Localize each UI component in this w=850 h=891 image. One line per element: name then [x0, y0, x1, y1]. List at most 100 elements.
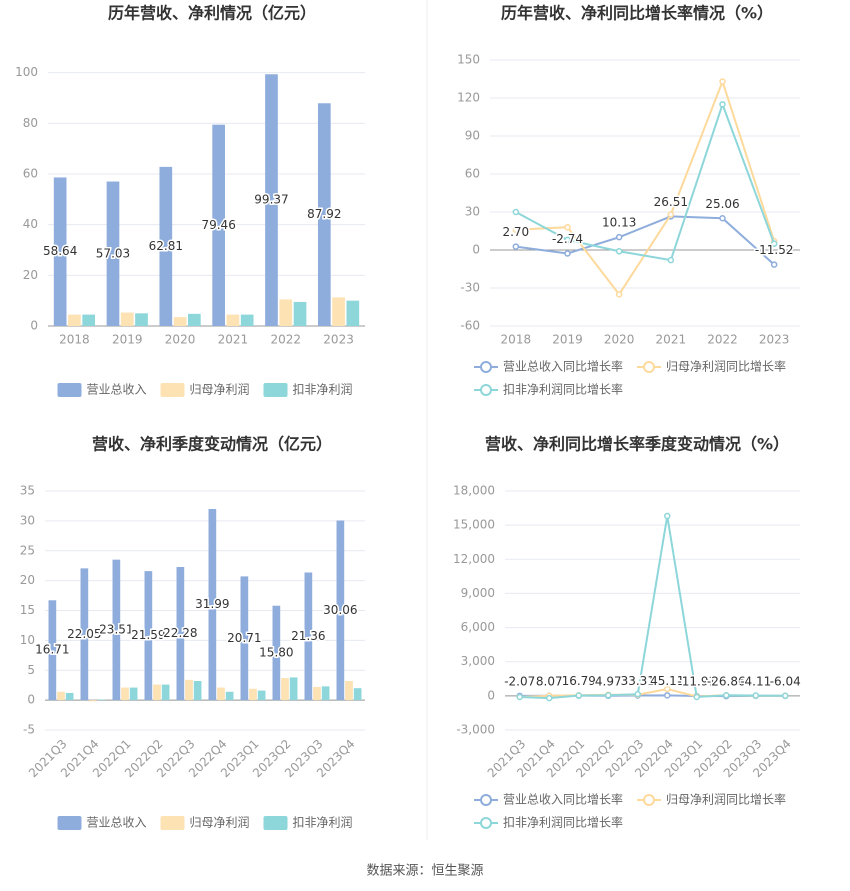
- y-tick-label: -5: [23, 723, 35, 737]
- legend-marker: [480, 817, 492, 829]
- data-label: 57.03: [96, 246, 130, 260]
- line: [519, 515, 786, 700]
- y-tick-label: -30: [460, 281, 480, 295]
- point: [664, 512, 671, 520]
- point: [564, 236, 571, 244]
- point: [512, 208, 520, 216]
- y-tick-label: -60: [460, 319, 480, 333]
- bar: [48, 600, 57, 701]
- bar: [185, 679, 193, 701]
- bar: [65, 692, 74, 701]
- legend-label: 扣非净利润同比增长率: [503, 815, 623, 830]
- y-tick-label: 3,000: [461, 654, 495, 668]
- chart-title: 历年营收、净利情况（亿元）: [108, 4, 316, 23]
- point: [564, 250, 571, 257]
- point: [634, 690, 641, 698]
- legend-marker: [480, 384, 492, 396]
- y-tick-label: 0: [472, 243, 480, 257]
- legend-label: 营业总收入: [87, 383, 147, 397]
- y-tick-label: 20: [23, 268, 38, 282]
- data-label: 10.13: [602, 216, 636, 230]
- point: [664, 685, 671, 693]
- point: [719, 78, 726, 85]
- bar: [321, 686, 330, 701]
- data-label: 25.06: [705, 197, 739, 211]
- point: [782, 692, 789, 699]
- bar: [120, 312, 134, 326]
- bar: [173, 317, 187, 326]
- point: [667, 256, 675, 264]
- line: [515, 101, 776, 262]
- data-label: 16.79: [562, 674, 596, 688]
- legend-label: 扣非净利润: [293, 816, 353, 830]
- legend-label: 归母净利润同比增长率: [666, 359, 786, 374]
- legend-marker: [263, 816, 288, 830]
- data-label: -26.86: [707, 675, 746, 689]
- data-label: 45.11: [650, 674, 684, 688]
- y-tick-label: 60: [465, 167, 480, 181]
- bar: [249, 688, 257, 701]
- point: [719, 101, 726, 108]
- bar: [106, 181, 120, 326]
- y-tick-label: 0: [30, 319, 38, 333]
- bar: [212, 124, 225, 327]
- bar: [153, 684, 161, 701]
- y-tick-label: 12,000: [453, 552, 495, 566]
- data-label: -6.04: [770, 674, 801, 688]
- bar: [332, 297, 345, 326]
- x-tick-label: 2020: [604, 333, 635, 347]
- bar: [188, 313, 201, 326]
- bar: [176, 567, 185, 701]
- point: [770, 240, 778, 247]
- point: [770, 261, 778, 268]
- bar: [112, 559, 121, 701]
- y-tick-label: 60: [23, 167, 38, 181]
- point: [667, 211, 675, 218]
- bar: [82, 314, 96, 326]
- data-label: -11.91: [677, 674, 716, 688]
- point: [615, 291, 623, 298]
- y-tick-label: 0: [27, 693, 35, 707]
- legend-marker: [160, 383, 185, 397]
- bar: [80, 568, 89, 701]
- y-tick-label: 10: [20, 633, 35, 647]
- y-tick-label: 20: [20, 573, 35, 587]
- y-tick-label: 100: [15, 65, 38, 79]
- bar: [159, 166, 173, 326]
- legend-marker: [643, 361, 655, 373]
- data-label: 8.07: [536, 674, 563, 688]
- bar: [97, 699, 106, 701]
- data-label: 15.80: [259, 645, 293, 659]
- chart-title: 营收、净利季度变动情况（亿元）: [92, 435, 332, 454]
- bar: [217, 687, 225, 701]
- y-tick-label: 90: [465, 129, 480, 143]
- x-tick-label: 2019: [552, 333, 583, 347]
- point: [605, 692, 612, 699]
- legend-label: 营业总收入同比增长率: [503, 359, 623, 374]
- bar: [89, 700, 97, 702]
- legend-marker: [480, 361, 492, 373]
- data-label: 21.36: [291, 629, 325, 643]
- data-label: 31.99: [195, 597, 229, 611]
- data-label: 4.97: [595, 674, 622, 688]
- data-label: 58.64: [43, 244, 77, 258]
- bar: [313, 686, 321, 701]
- x-tick-label: 2019: [112, 333, 143, 347]
- point: [693, 693, 700, 701]
- legend-label: 营业总收入: [87, 816, 147, 830]
- data-label: -2.07: [504, 674, 535, 688]
- point: [615, 233, 623, 241]
- point: [512, 226, 520, 233]
- legend-label: 归母净利润同比增长率: [666, 792, 786, 807]
- bar: [68, 314, 81, 326]
- point: [723, 692, 730, 699]
- chart-title: 历年营收、净利同比增长率情况（%）: [501, 4, 773, 23]
- x-tick-label: 2021: [218, 333, 249, 347]
- bar: [289, 677, 298, 701]
- bar: [281, 678, 289, 701]
- legend-marker: [480, 794, 492, 806]
- data-label: -4.11: [740, 674, 771, 688]
- line: [515, 215, 775, 266]
- legend-marker: [643, 794, 655, 806]
